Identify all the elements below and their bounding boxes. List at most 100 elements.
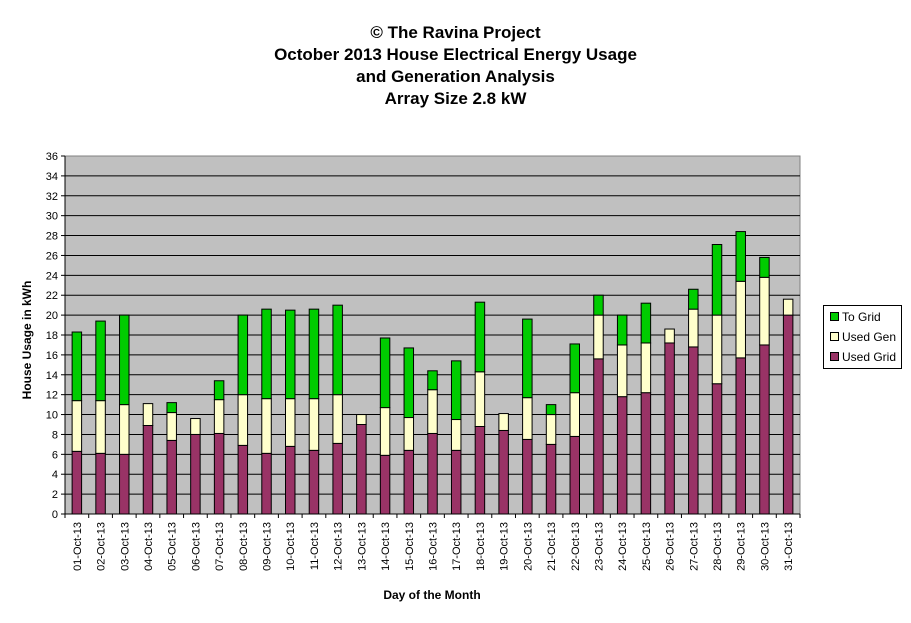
- x-tick-label: 13-Oct-13: [356, 522, 368, 571]
- x-tick-label: 15-Oct-13: [404, 522, 416, 571]
- bar-segment-used-grid: [379, 454, 391, 515]
- bar-segment-to-grid: [119, 314, 130, 406]
- bar-segment-used-grid: [166, 439, 177, 515]
- x-tick-label: 07-Oct-13: [214, 522, 226, 571]
- x-tick-label: 02-Oct-13: [96, 522, 108, 571]
- bar-segment-used-gen: [213, 399, 225, 434]
- bar-segment-to-grid: [71, 331, 83, 402]
- bar-segment-used-grid: [119, 453, 130, 515]
- y-tick-label: 20: [46, 310, 58, 322]
- bar-segment-used-grid: [261, 452, 272, 515]
- bar-segment-used-gen: [711, 314, 723, 385]
- bar-segment-used-gen: [119, 404, 130, 455]
- bar-segment-to-grid: [474, 301, 486, 373]
- x-tick-label: 27-Oct-13: [688, 522, 700, 571]
- bar-segment-to-grid: [95, 320, 106, 402]
- y-tick-label: 30: [46, 211, 58, 223]
- legend-item-to-grid: To Grid: [830, 309, 881, 325]
- legend-swatch-used-gen: [830, 332, 839, 342]
- bar-segment-used-gen: [356, 414, 367, 425]
- y-tick-label: 28: [46, 231, 58, 243]
- bar-segment-used-grid: [427, 432, 438, 515]
- y-tick-label: 26: [46, 250, 58, 262]
- x-tick-label: 12-Oct-13: [333, 522, 345, 571]
- bar-segment-used-gen: [640, 342, 652, 394]
- title-line-3: and Generation Analysis: [356, 67, 555, 86]
- bar-segment-used-grid: [545, 443, 557, 515]
- bar-segment-used-gen: [427, 389, 438, 434]
- bar-segment-used-grid: [711, 383, 723, 515]
- y-tick-label: 10: [46, 410, 58, 422]
- x-tick-label: 14-Oct-13: [380, 522, 392, 571]
- x-tick-label: 01-Oct-13: [72, 522, 84, 571]
- bar-segment-to-grid: [427, 370, 438, 391]
- bar-segment-used-grid: [332, 442, 343, 515]
- legend-label: Used Gen: [842, 330, 897, 344]
- axes: 02468101214161820222426283032343601-Oct-…: [46, 151, 801, 571]
- y-axis-label: House Usage in kWh: [20, 281, 34, 400]
- bar-segment-to-grid: [285, 309, 296, 400]
- bar-segment-used-grid: [664, 342, 675, 515]
- x-tick-label: 29-Oct-13: [736, 522, 748, 571]
- y-tick-label: 2: [52, 489, 58, 501]
- bar-segment-to-grid: [711, 244, 723, 316]
- bar-segment-used-grid: [403, 449, 415, 515]
- x-tick-label: 05-Oct-13: [167, 522, 179, 571]
- bar-segment-used-grid: [71, 450, 83, 515]
- bar-segment-used-grid: [237, 444, 249, 515]
- y-tick-label: 16: [46, 350, 58, 362]
- title-line-2: October 2013 House Electrical Energy Usa…: [274, 45, 637, 64]
- bar-segment-used-gen: [71, 400, 83, 452]
- legend-item-used-gen: Used Gen: [830, 329, 896, 345]
- x-tick-label: 31-Oct-13: [783, 522, 795, 571]
- bar-segment-used-grid: [95, 452, 106, 515]
- bar-segment-used-gen: [569, 392, 580, 437]
- y-tick-label: 36: [46, 151, 58, 163]
- x-tick-label: 10-Oct-13: [285, 522, 297, 571]
- y-tick-label: 18: [46, 330, 58, 342]
- bar-segment-to-grid: [759, 256, 770, 278]
- bar-segment-to-grid: [569, 343, 580, 394]
- bar-segment-used-grid: [356, 424, 367, 515]
- legend-label: To Grid: [842, 310, 881, 324]
- bar-segment-used-gen: [759, 276, 770, 346]
- bar-segment-to-grid: [237, 314, 249, 396]
- bar-segment-to-grid: [522, 318, 533, 399]
- y-tick-label: 8: [52, 429, 58, 441]
- bar-segment-to-grid: [403, 347, 415, 419]
- bar-segment-used-gen: [332, 394, 343, 444]
- bar-segment-used-grid: [498, 429, 509, 515]
- bar-segment-used-gen: [95, 400, 106, 454]
- bar-segment-used-grid: [735, 357, 746, 515]
- bar-segment-used-gen: [166, 412, 177, 441]
- bar-segment-to-grid: [735, 231, 746, 282]
- bar-segment-used-gen: [616, 344, 628, 398]
- x-tick-label: 06-Oct-13: [190, 522, 202, 571]
- bar-segment-used-gen: [593, 314, 604, 360]
- x-tick-label: 03-Oct-13: [119, 522, 131, 571]
- bar-segment-used-grid: [308, 449, 320, 515]
- bar-segment-used-grid: [213, 432, 225, 515]
- legend-swatch-used-grid: [830, 352, 839, 362]
- bar-segment-to-grid: [308, 308, 320, 400]
- x-tick-label: 26-Oct-13: [665, 522, 677, 571]
- x-tick-label: 22-Oct-13: [570, 522, 582, 571]
- bar-segment-used-gen: [403, 417, 415, 451]
- x-tick-label: 30-Oct-13: [759, 522, 771, 571]
- bar-segment-used-gen: [474, 371, 486, 427]
- bar-segment-used-gen: [450, 419, 462, 451]
- bar-segment-to-grid: [166, 402, 177, 414]
- x-axis-label: Day of the Month: [383, 588, 480, 602]
- bar-segment-to-grid: [332, 304, 343, 396]
- bar-segment-used-gen: [142, 403, 154, 426]
- legend-swatch-to-grid: [830, 312, 839, 322]
- y-tick-label: 12: [46, 390, 58, 402]
- x-tick-label: 17-Oct-13: [451, 522, 463, 571]
- bar-segment-used-gen: [782, 298, 794, 316]
- x-tick-label: 08-Oct-13: [238, 522, 250, 571]
- x-tick-label: 04-Oct-13: [143, 522, 155, 571]
- y-tick-label: 6: [52, 449, 58, 461]
- bar-segment-used-gen: [545, 414, 557, 445]
- bar-segment-used-gen: [664, 328, 675, 344]
